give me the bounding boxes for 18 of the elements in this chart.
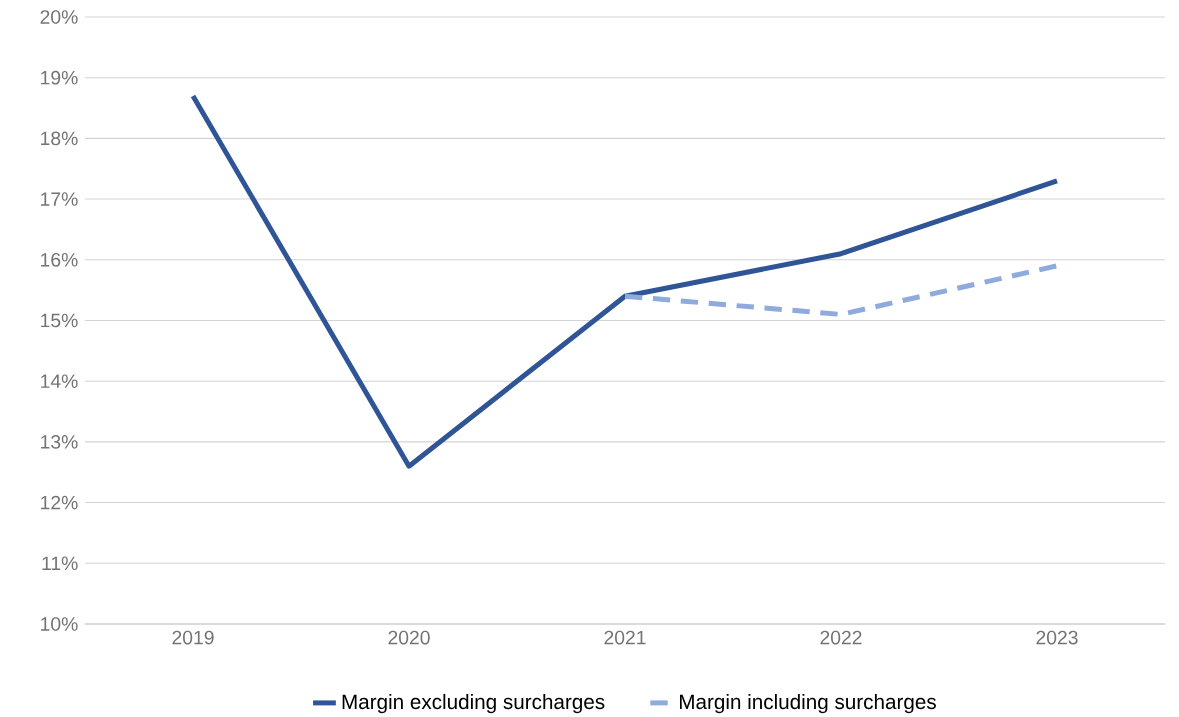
y-tick-label: 11%: [42, 556, 78, 571]
y-tick-label: 14%: [41, 374, 78, 388]
x-tick-label: 2023: [1036, 630, 1078, 645]
legend-label: Margin including surcharges: [679, 693, 936, 714]
y-tick-label: 12%: [41, 495, 78, 510]
x-tick-label: 2021: [604, 630, 646, 645]
y-tick-label: 10%: [41, 617, 78, 631]
y-tick-label: 17%: [41, 192, 78, 206]
y-tick-label: 19%: [41, 70, 78, 85]
legend-label: Margin excluding surcharges: [342, 693, 605, 714]
x-tick-label: 2022: [820, 630, 862, 645]
y-tick-label: 15%: [41, 313, 78, 328]
y-tick-label: 18%: [41, 131, 78, 146]
y-tick-label: 13%: [41, 435, 78, 449]
y-tick-label: 16%: [41, 252, 78, 267]
x-tick-label: 2019: [172, 630, 214, 645]
x-tick-label: 2020: [388, 630, 430, 645]
y-tick-label: 20%: [40, 10, 78, 24]
